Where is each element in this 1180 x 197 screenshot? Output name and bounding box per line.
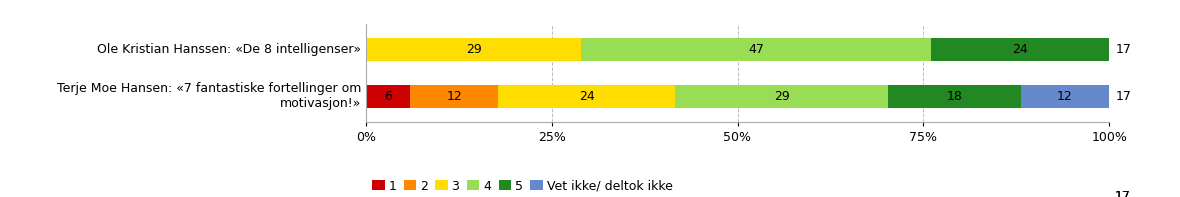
Text: 17: 17 [1115, 190, 1130, 197]
Text: 24: 24 [1012, 43, 1028, 56]
Legend: 1, 2, 3, 4, 5, Vet ikke/ deltok ikke: 1, 2, 3, 4, 5, Vet ikke/ deltok ikke [372, 180, 673, 193]
Text: 17: 17 [1115, 190, 1130, 197]
Text: 47: 47 [748, 43, 763, 56]
Text: 12: 12 [446, 90, 463, 103]
Bar [931, 38, 1109, 61]
Text: 17: 17 [1116, 43, 1132, 56]
Text: 12: 12 [1057, 90, 1073, 103]
Bar [889, 85, 1021, 108]
Bar [1021, 85, 1109, 108]
Bar [498, 85, 675, 108]
Bar [366, 85, 409, 108]
Bar [409, 85, 498, 108]
Text: 6: 6 [384, 90, 392, 103]
Bar [366, 38, 582, 61]
Text: 24: 24 [578, 90, 595, 103]
Bar [675, 85, 889, 108]
Bar [582, 38, 931, 61]
Text: 29: 29 [774, 90, 789, 103]
Text: 18: 18 [946, 90, 963, 103]
Text: 17: 17 [1116, 90, 1132, 103]
Text: 29: 29 [466, 43, 481, 56]
